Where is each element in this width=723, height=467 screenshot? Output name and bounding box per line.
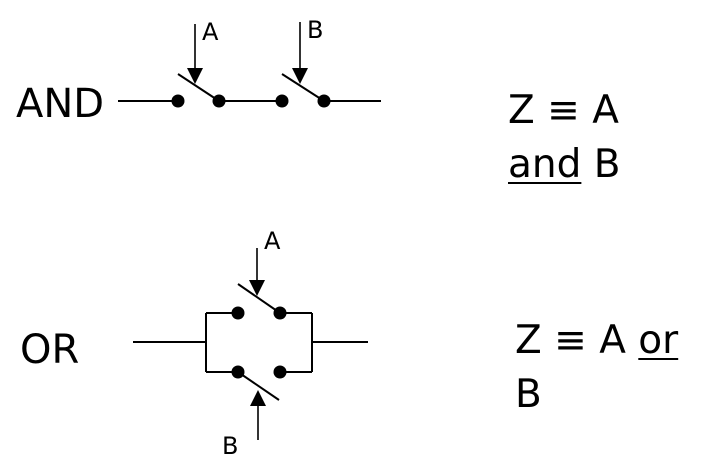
- and-equation: Z ≡ A and B: [508, 84, 621, 192]
- and-equation-connector: and: [508, 142, 582, 187]
- and-switch-a-contact-right: [212, 94, 226, 108]
- or-equation-line-1: Z ≡ A or: [515, 314, 678, 368]
- and-switch-b-contact-left: [275, 94, 289, 108]
- and-equation-line-1: Z ≡ A: [508, 84, 621, 138]
- and-switch-b-contact-right: [317, 94, 331, 108]
- or-switch-a-contact-left: [231, 306, 245, 320]
- and-circuit: A B: [118, 16, 381, 108]
- or-equation: Z ≡ A or B: [515, 314, 678, 422]
- or-equation-lhs: Z ≡: [515, 318, 600, 363]
- or-switch-b: B: [222, 365, 287, 460]
- and-switch-a-label: A: [202, 18, 219, 46]
- and-equation-var-b: B: [593, 142, 621, 187]
- or-switch-a: A: [231, 227, 287, 320]
- and-switch-b-label: B: [307, 16, 323, 44]
- and-equation-var-a: A: [592, 88, 619, 133]
- and-equation-lhs: Z ≡: [508, 88, 593, 133]
- or-switch-a-lever: [237, 283, 281, 314]
- and-switch-a-lever: [177, 73, 220, 102]
- or-switch-b-contact-right: [273, 365, 287, 379]
- and-switch-b: B: [275, 16, 331, 108]
- and-gate-label: AND: [16, 81, 105, 127]
- or-switch-a-contact-right: [273, 306, 287, 320]
- or-equation-connector: or: [638, 318, 679, 363]
- or-switch-a-label: A: [264, 227, 281, 255]
- or-gate-label: OR: [20, 327, 80, 373]
- or-circuit: A B: [133, 227, 368, 460]
- and-equation-line-2: and B: [508, 138, 621, 192]
- or-equation-var-b: B: [515, 372, 542, 417]
- and-switch-a: A: [171, 18, 226, 108]
- and-switch-b-lever: [281, 73, 325, 102]
- or-equation-var-a: A: [599, 318, 626, 363]
- or-switch-b-label: B: [222, 432, 238, 460]
- and-switch-a-contact-left: [171, 94, 185, 108]
- or-switch-b-contact-left: [231, 365, 245, 379]
- or-switch-b-lever: [237, 371, 280, 401]
- or-equation-line-2: B: [515, 368, 678, 422]
